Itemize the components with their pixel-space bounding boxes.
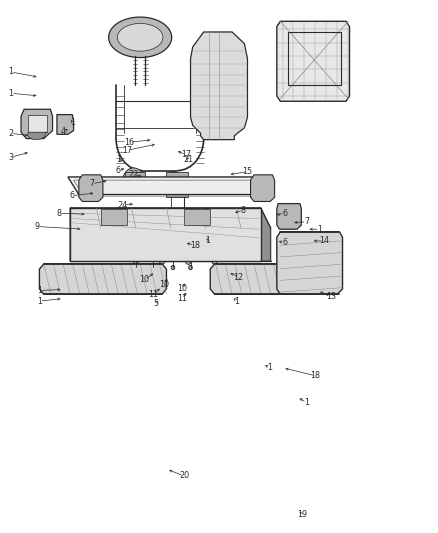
Text: 3: 3 — [8, 153, 14, 161]
Circle shape — [285, 219, 291, 227]
Circle shape — [123, 168, 145, 195]
Text: 14: 14 — [319, 237, 329, 245]
Text: 1: 1 — [37, 286, 42, 295]
Circle shape — [189, 265, 192, 270]
Text: 20: 20 — [179, 472, 189, 480]
Polygon shape — [109, 17, 172, 58]
Text: 1: 1 — [205, 237, 211, 245]
Polygon shape — [251, 175, 275, 201]
Polygon shape — [184, 209, 210, 225]
Text: 17: 17 — [122, 146, 132, 155]
Circle shape — [88, 176, 94, 184]
Polygon shape — [57, 115, 74, 134]
Text: 1: 1 — [304, 398, 309, 407]
Polygon shape — [70, 208, 80, 261]
Polygon shape — [28, 132, 47, 140]
Text: 18: 18 — [311, 372, 320, 380]
Polygon shape — [277, 232, 343, 294]
Polygon shape — [117, 23, 163, 51]
Circle shape — [285, 212, 291, 220]
Circle shape — [134, 265, 138, 270]
Text: 10: 10 — [159, 280, 169, 288]
Circle shape — [165, 172, 181, 191]
Text: 10: 10 — [140, 276, 149, 284]
Polygon shape — [277, 21, 350, 101]
Circle shape — [171, 265, 175, 270]
Polygon shape — [68, 177, 272, 195]
Text: 4: 4 — [61, 127, 66, 136]
Text: 1: 1 — [37, 297, 42, 305]
Text: 11: 11 — [148, 290, 158, 298]
Polygon shape — [166, 172, 188, 197]
Polygon shape — [70, 208, 261, 261]
Text: 1: 1 — [267, 364, 272, 372]
Text: 6: 6 — [282, 238, 287, 247]
Text: 15: 15 — [242, 167, 253, 176]
Circle shape — [186, 258, 191, 264]
Circle shape — [133, 258, 138, 264]
Text: 6: 6 — [70, 191, 75, 200]
Text: 8: 8 — [240, 206, 246, 215]
Polygon shape — [101, 209, 127, 225]
Text: 19: 19 — [297, 511, 307, 519]
Circle shape — [285, 205, 291, 213]
Polygon shape — [70, 208, 271, 228]
Circle shape — [279, 66, 286, 73]
Circle shape — [260, 191, 266, 198]
Polygon shape — [210, 264, 320, 294]
Text: 16: 16 — [124, 138, 134, 147]
Polygon shape — [277, 204, 301, 229]
Text: 17: 17 — [181, 150, 191, 159]
Circle shape — [341, 79, 347, 86]
Text: 2: 2 — [8, 129, 14, 138]
Polygon shape — [79, 175, 103, 201]
Text: 9: 9 — [35, 222, 40, 231]
Circle shape — [279, 79, 286, 86]
Text: 10: 10 — [177, 285, 187, 293]
Text: 8: 8 — [57, 209, 62, 217]
Text: 21: 21 — [183, 156, 194, 164]
Circle shape — [127, 173, 140, 189]
Circle shape — [341, 66, 347, 73]
Circle shape — [63, 122, 69, 129]
Text: 1: 1 — [116, 156, 121, 164]
Text: 24: 24 — [117, 201, 128, 209]
Text: 5: 5 — [153, 300, 158, 308]
Text: 22: 22 — [128, 171, 139, 179]
Text: 12: 12 — [233, 273, 244, 281]
Circle shape — [260, 176, 266, 184]
Text: 11: 11 — [177, 294, 187, 303]
Circle shape — [159, 258, 165, 264]
Circle shape — [88, 184, 94, 191]
Polygon shape — [39, 264, 166, 294]
Text: 1: 1 — [234, 297, 239, 305]
Text: 1: 1 — [317, 225, 322, 233]
Text: 1: 1 — [70, 118, 75, 127]
Circle shape — [88, 191, 94, 198]
Text: 18: 18 — [190, 241, 200, 249]
Polygon shape — [125, 172, 145, 192]
Polygon shape — [261, 208, 271, 261]
Polygon shape — [28, 115, 47, 132]
Text: 6: 6 — [116, 166, 121, 175]
Text: 13: 13 — [326, 293, 336, 301]
Circle shape — [152, 265, 155, 270]
Text: 7: 7 — [89, 180, 95, 188]
Text: 1: 1 — [8, 89, 14, 98]
Text: 7: 7 — [304, 217, 309, 226]
Polygon shape — [191, 32, 247, 140]
Text: 6: 6 — [282, 209, 287, 217]
Polygon shape — [21, 109, 53, 139]
Circle shape — [212, 258, 217, 264]
Circle shape — [260, 184, 266, 191]
Text: 1: 1 — [8, 68, 14, 76]
